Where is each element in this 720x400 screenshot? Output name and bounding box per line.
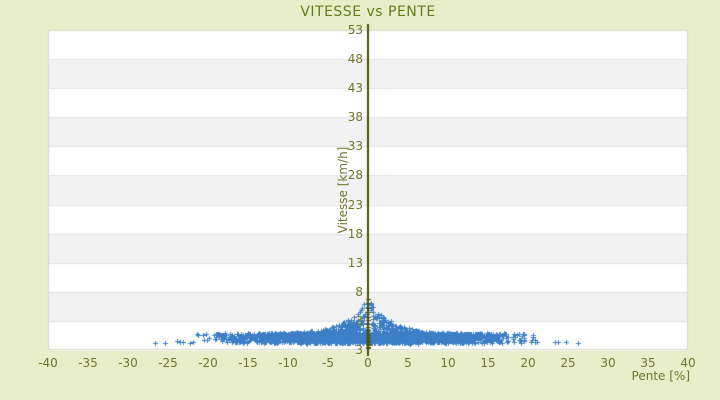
x-tick-label: 35 (640, 356, 656, 370)
x-tick-label: -15 (238, 356, 258, 370)
x-tick-label: -35 (78, 356, 98, 370)
y-tick-label: 13 (347, 255, 363, 270)
x-tick-label: 25 (560, 356, 576, 370)
x-tick-label: 30 (600, 356, 616, 370)
x-tick-label: -40 (38, 356, 58, 370)
chart-title: VITESSE vs PENTE (300, 4, 436, 20)
y-tick-label: 38 (347, 110, 363, 125)
y-tick-label: 53 (347, 23, 363, 37)
y-tick-label: 28 (347, 168, 363, 183)
y-tick-label: 18 (347, 226, 363, 241)
y-tick-label: 48 (347, 52, 363, 67)
x-tick-label: 0 (364, 356, 372, 370)
y-axis-min-label: 3 (355, 343, 363, 357)
y-tick-label: 33 (347, 139, 363, 154)
x-tick-label: 40 (680, 356, 696, 370)
y-tick-label: 8 (355, 284, 363, 299)
x-tick-label: -10 (278, 356, 298, 370)
x-tick-label: -20 (198, 356, 218, 370)
x-tick-label: 20 (520, 356, 536, 370)
y-tick-label: 43 (347, 81, 363, 96)
x-axis-title: Pente [%] (631, 369, 690, 383)
x-tick-label: 5 (404, 356, 412, 370)
y-tick-label: 23 (347, 197, 363, 212)
y-tick-label: 3 (355, 313, 363, 328)
x-tick-label: -25 (158, 356, 178, 370)
x-tick-label: -30 (118, 356, 138, 370)
x-tick-label: -5 (322, 356, 334, 370)
y-axis-title: Vitesse [km/h] (336, 146, 350, 234)
x-tick-label: 15 (480, 356, 496, 370)
x-tick-label: 10 (440, 356, 456, 370)
